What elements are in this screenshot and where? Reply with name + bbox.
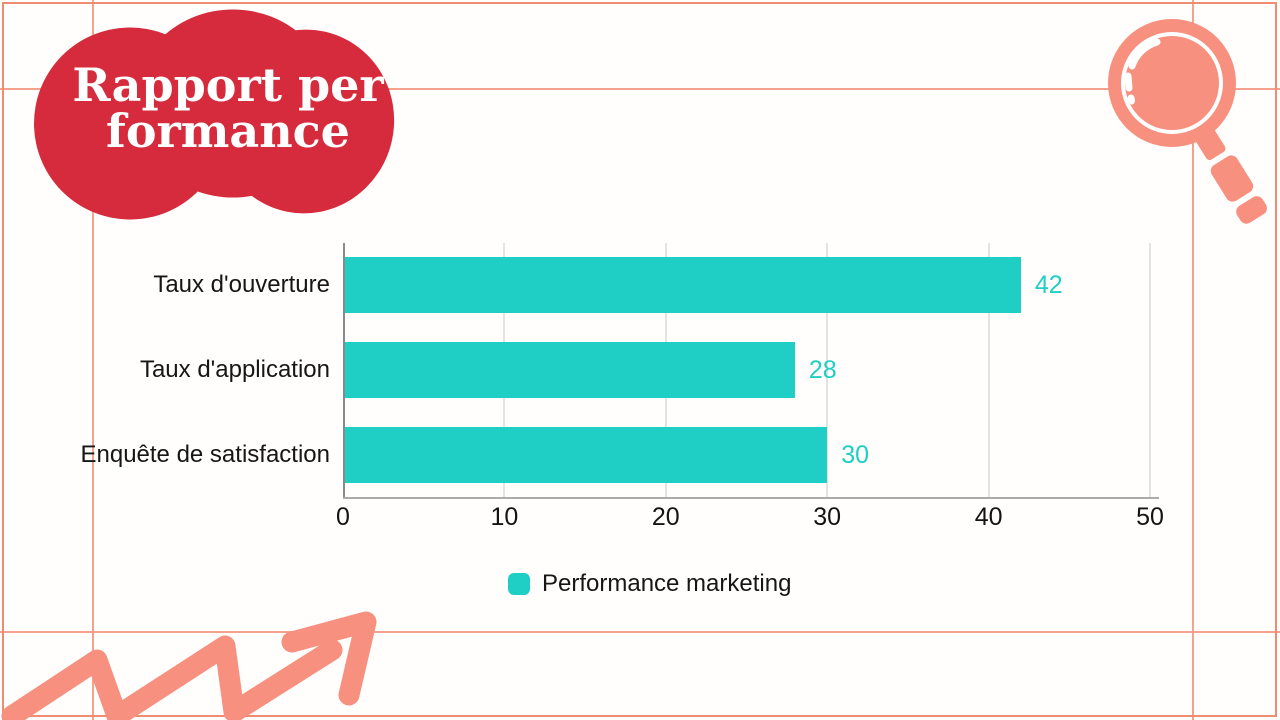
- category-label-0: Taux d'ouverture: [153, 271, 330, 299]
- magnifier-icon: [1108, 19, 1267, 224]
- growth-arrow-icon: [1, 611, 377, 720]
- value-label-1: 28: [808, 356, 837, 384]
- x-axis-ticks: 0 10 20 30 40 50: [336, 503, 1164, 533]
- bar-2: [343, 426, 828, 483]
- tick-label-10: 10: [490, 503, 519, 531]
- legend-label: Performance marketing: [542, 570, 792, 597]
- margin-guide-horizontal-top: [0, 88, 1280, 90]
- value-label-2: 30: [841, 440, 869, 469]
- page-title: Rapport per formance: [48, 62, 408, 154]
- page-title-line-2: formance: [106, 104, 350, 158]
- page-title-line-1: Rapport per: [72, 58, 384, 112]
- tick-label-50: 50: [1136, 503, 1164, 531]
- tick-label-40: 40: [974, 503, 1003, 531]
- margin-guide-vertical-right: [1192, 0, 1194, 720]
- bar-0: [343, 257, 1021, 314]
- grid-line-40: [987, 243, 990, 497]
- tick-label-30: 30: [813, 503, 842, 531]
- chart-plot-area: 42 28 30: [343, 243, 1151, 497]
- category-label-2: Enquête de satisfaction: [80, 440, 330, 468]
- y-axis-line: [343, 243, 345, 499]
- category-label-1: Taux d'application: [139, 355, 330, 383]
- title-blob-shape: [34, 9, 395, 220]
- x-axis-line: [343, 497, 1159, 499]
- grid-line-50: [1149, 243, 1151, 497]
- margin-guide-horizontal-bottom: [0, 631, 1280, 633]
- legend-swatch: [508, 573, 530, 595]
- tick-label-20: 20: [651, 503, 680, 531]
- chart-legend: Performance marketing: [508, 570, 791, 598]
- bar-1: [343, 342, 795, 398]
- value-label-0: 42: [1034, 271, 1063, 300]
- category-labels: Taux d'ouverture Taux d'application Enquêt…: [0, 243, 330, 497]
- margin-guide-vertical-left: [92, 0, 94, 720]
- title-blob: Rapport per formance: [18, 4, 403, 222]
- grid-line-30: [826, 243, 829, 497]
- tick-label-0: 0: [336, 503, 350, 531]
